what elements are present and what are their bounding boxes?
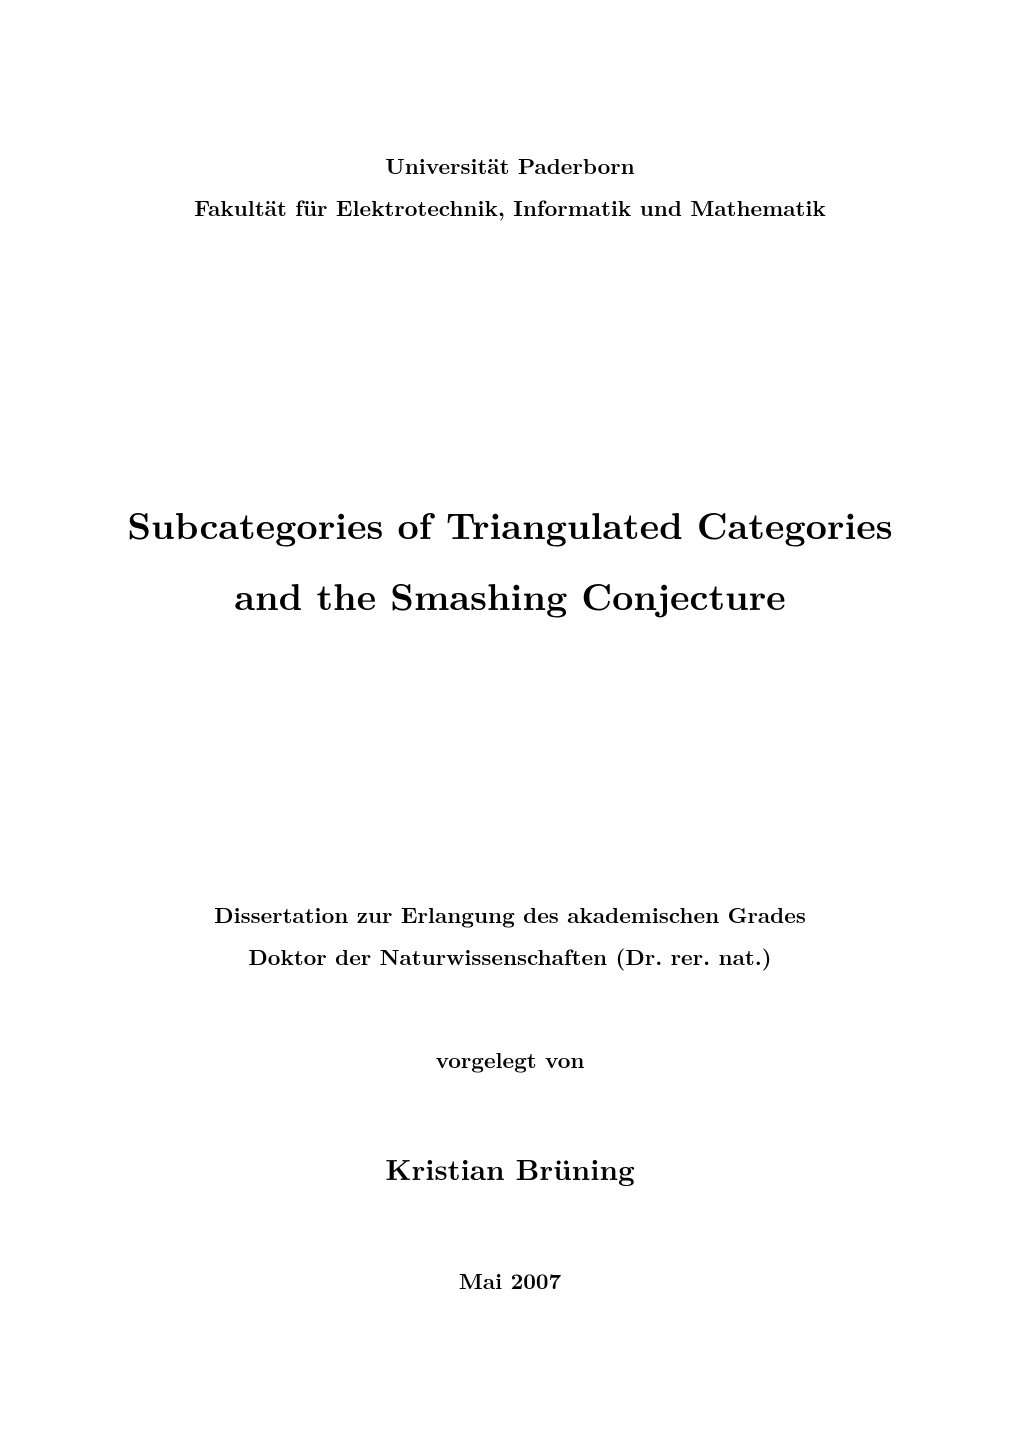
dissertation-purpose-line2: Doktor der Naturwissenschaften (Dr. rer.… (248, 941, 771, 972)
faculty-name: Fakultät für Elektrotechnik, Informatik … (194, 192, 825, 223)
submission-date: Mai 2007 (459, 1265, 561, 1296)
title-page: Universität Paderborn Fakultät für Elekt… (0, 0, 1020, 1443)
submitted-by-label: vorgelegt von (436, 1044, 585, 1075)
dissertation-title-line1: Subcategories of Triangulated Categories (127, 497, 892, 550)
dissertation-title-line2: and the Smashing Conjecture (234, 568, 785, 621)
university-name: Universität Paderborn (385, 150, 634, 181)
author-name: Kristian Brüning (385, 1147, 634, 1189)
dissertation-purpose-line1: Dissertation zur Erlangung des akademisc… (214, 899, 806, 930)
